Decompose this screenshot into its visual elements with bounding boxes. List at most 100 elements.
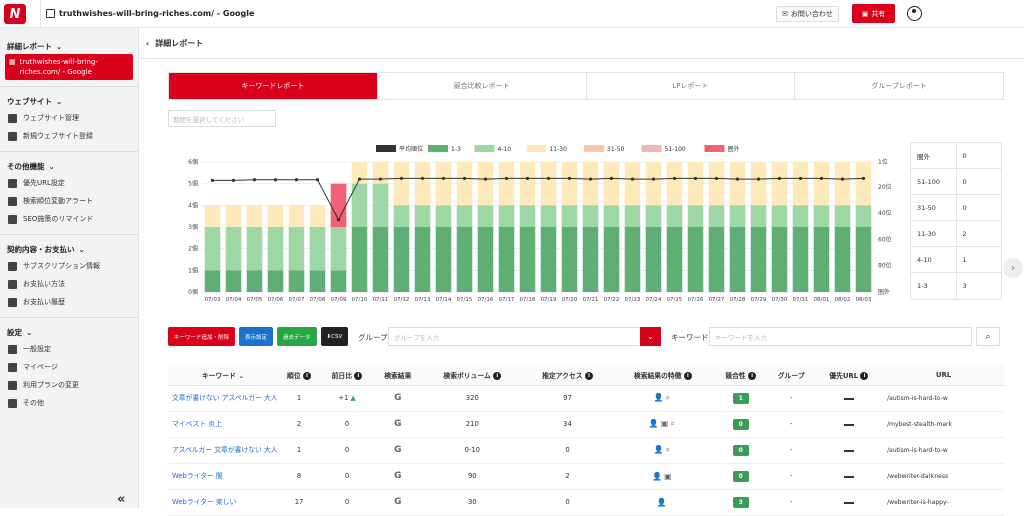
access-cell: 0 <box>522 437 613 464</box>
priority-url-cell[interactable] <box>814 463 884 490</box>
sidebar-item-subscription[interactable]: サブスクリプション情報 <box>0 257 138 275</box>
url-cell[interactable]: /autism-is-hard-to-w <box>883 437 1004 464</box>
chevron-down-icon[interactable]: ⌄ <box>640 327 661 346</box>
app-logo[interactable]: N <box>4 4 26 24</box>
table-row[interactable]: Webライター 闇 8 0 G 90 2 👤▣ 0-/webwriter-darkness <box>168 463 1004 490</box>
bar-segment <box>813 227 830 292</box>
back-arrow-icon[interactable]: ‹ <box>146 38 150 48</box>
bell-icon <box>8 214 17 224</box>
google-icon[interactable]: G <box>373 411 422 438</box>
sidebar-item-payment-history[interactable]: お支払い履歴 <box>0 293 138 311</box>
sidebar-item-priority-url[interactable]: 優先URL設定 <box>0 174 138 192</box>
x-tick-label: 07/09 <box>331 297 347 303</box>
bar-segment <box>624 227 641 292</box>
col-diff[interactable]: 前日比 i <box>320 365 374 386</box>
keyword-add-button[interactable]: キーワード追加・削除 <box>168 327 236 346</box>
sidebar-item-seo-reminder[interactable]: SEO施策のリマインド <box>0 210 138 228</box>
share-button[interactable]: ▣ 共有 <box>852 4 895 23</box>
url-cell[interactable]: /webwriter-is-happy- <box>883 489 1004 516</box>
sidebar-head-report[interactable]: 詳細レポート ⌄ <box>0 38 138 54</box>
priority-url-cell[interactable] <box>814 437 884 464</box>
keyword-link[interactable]: アスペルガー 文章が書けない 大人 <box>168 437 278 464</box>
url-cell[interactable]: /autism-is-hard-to-w <box>883 385 1004 412</box>
tab-group-report[interactable]: グループレポート <box>871 82 927 90</box>
y2-tick-label: 1位 <box>878 158 888 166</box>
google-icon[interactable]: G <box>373 385 422 412</box>
info-icon: i <box>584 371 593 380</box>
bar-segment <box>519 205 536 227</box>
past-data-button[interactable]: 過去データ <box>277 327 317 346</box>
competition-cell: 0 <box>713 463 768 490</box>
keyword-input[interactable]: キーワードを入力 <box>709 327 972 346</box>
tab-competitor-report[interactable]: 競合比較レポート <box>378 73 587 99</box>
col-rank[interactable]: 順位 i <box>278 365 321 386</box>
url-cell[interactable]: /webwriter-darkness <box>883 463 1004 490</box>
dash-icon <box>843 398 854 400</box>
priority-url-cell[interactable] <box>814 385 884 412</box>
arrow-up-icon: ▲ <box>350 394 356 402</box>
sidebar-item-mypage[interactable]: マイページ <box>0 358 138 376</box>
sidebar-head-contract[interactable]: 契約内容・お支払い ⌄ <box>0 241 138 257</box>
rank-summary-table: 圏外 0 51-100 0 31-50 0 11-30 2 4-10 1 1-3 3 <box>910 142 1002 300</box>
google-icon[interactable]: G <box>373 463 422 490</box>
page-header: ‹ 詳細レポート <box>140 28 1024 59</box>
sidebar-item-general[interactable]: 一般設定 <box>0 340 138 358</box>
priority-url-cell[interactable] <box>814 411 884 438</box>
url-cell[interactable]: /mybest-stealth-mark <box>883 411 1004 438</box>
bar-segment <box>540 162 557 206</box>
date-range-input[interactable]: 期間を選択してください <box>168 110 276 127</box>
y-tick-label: 2個 <box>188 245 198 253</box>
sidebar-item-payment-method[interactable]: お支払い方法 <box>0 275 138 293</box>
col-competition[interactable]: 競合性 i <box>713 365 768 386</box>
bar-segment <box>330 270 347 292</box>
bar-segment <box>813 205 830 227</box>
group-select[interactable]: グループを入力 ⌄ <box>388 327 661 346</box>
table-row[interactable]: マイベスト 炎上 2 0 G 210 34 👤▣⌕ 0-/mybest-stealth-mar… <box>168 411 1004 438</box>
collapse-sidebar-icon[interactable]: « <box>117 492 126 507</box>
site-selector[interactable]: truthwishes-will-bring-riches.com/ - Goo… <box>46 9 254 18</box>
display-settings-button[interactable]: 表示設定 <box>239 327 274 346</box>
search-icon[interactable]: ⌕ <box>976 327 1000 346</box>
sidebar-head-settings[interactable]: 設定 ⌄ <box>0 324 138 340</box>
sidebar-head-other[interactable]: その他機能 ⌄ <box>0 158 138 174</box>
sidebar-head-website[interactable]: ウェブサイト ⌄ <box>0 93 138 109</box>
user-avatar-icon[interactable] <box>907 6 922 21</box>
sidebar-item-label: マイページ <box>23 363 58 371</box>
tab-keyword-report[interactable]: キーワードレポート <box>169 73 378 99</box>
sidebar-item-rank-alert[interactable]: 検索順位変動アラート <box>0 192 138 210</box>
receipt-icon <box>8 297 17 307</box>
col-keyword[interactable]: キーワード ⌄ <box>168 365 278 386</box>
table-row[interactable]: アスペルガー 文章が書けない 大人 1 0 G 0-10 0 👤⌕ 0-/autism-is-… <box>168 437 1004 464</box>
rank-value: 0 <box>962 151 967 160</box>
priority-url-cell[interactable] <box>814 489 884 516</box>
sidebar-item-other[interactable]: その他 <box>0 394 138 412</box>
rank-cell: 2 <box>278 411 321 438</box>
col-volume[interactable]: 検索ボリューム i <box>421 365 523 386</box>
bar-segment <box>603 227 620 292</box>
table-row[interactable]: 文章が書けない アスペルガー 大人 1 +1 ▲ G 320 97 👤⌕ 1-/autism-… <box>168 385 1004 412</box>
keyword-link[interactable]: マイベスト 炎上 <box>168 411 278 438</box>
keyword-link[interactable]: Webライター 楽しい <box>168 489 278 516</box>
google-icon[interactable]: G <box>373 437 422 464</box>
col-access[interactable]: 推定アクセス i <box>522 365 613 386</box>
sidebar-item-plan[interactable]: 利用プランの変更 <box>0 376 138 394</box>
site-name: truthwishes-will-bring-riches.com/ - Goo… <box>59 9 255 18</box>
table-row[interactable]: Webライター 楽しい 17 0 G 30 0 👤 3-/webwriter-is-happy… <box>168 489 1004 516</box>
google-icon[interactable]: G <box>373 489 422 516</box>
sidebar-item-website-register[interactable]: 新規ウェブサイト登録 <box>0 127 138 145</box>
col-url[interactable]: URL <box>883 365 1004 386</box>
sidebar-item-website-manage[interactable]: ウェブサイト管理 <box>0 109 138 127</box>
keyword-link[interactable]: Webライター 闇 <box>168 463 278 490</box>
bar-segment <box>687 162 704 206</box>
keyword-link[interactable]: 文章が書けない アスペルガー 大人 <box>168 385 278 412</box>
col-priority-url[interactable]: 優先URL i <box>814 365 884 386</box>
avg-rank-point <box>525 176 530 181</box>
avg-rank-point <box>546 176 551 181</box>
tab-lp-report[interactable]: LPレポート <box>587 73 796 99</box>
contact-button[interactable]: ✉ お問い合わせ <box>776 6 839 22</box>
x-tick-label: 08/01 <box>814 297 830 303</box>
chevron-right-icon[interactable]: › <box>1003 258 1023 278</box>
csv-button[interactable]: ⬇ CSV <box>320 327 349 346</box>
sidebar-item-active-site[interactable]: ▦ truthwishes-will-bring-riches.com/ - G… <box>5 54 133 80</box>
bar-segment <box>666 227 683 292</box>
